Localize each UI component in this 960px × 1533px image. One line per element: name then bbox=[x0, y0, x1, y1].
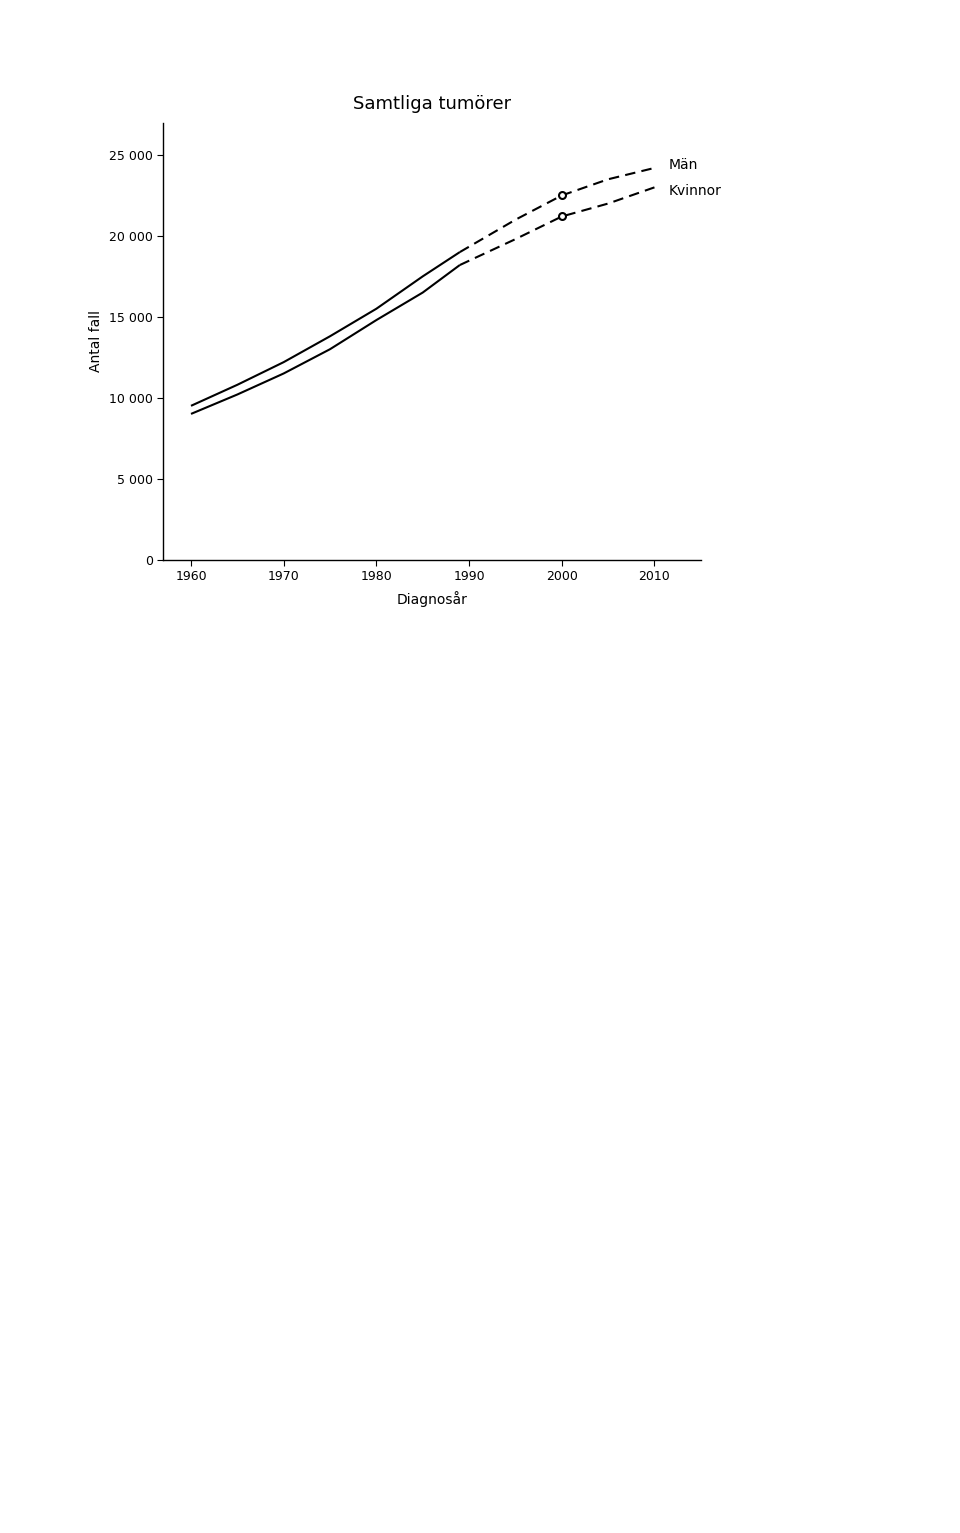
Y-axis label: Antal fall: Antal fall bbox=[89, 310, 104, 373]
X-axis label: Diagnosår: Diagnosår bbox=[396, 592, 468, 607]
Title: Samtliga tumörer: Samtliga tumörer bbox=[353, 95, 511, 113]
Text: Män: Män bbox=[668, 158, 698, 172]
Text: Kvinnor: Kvinnor bbox=[668, 184, 721, 198]
